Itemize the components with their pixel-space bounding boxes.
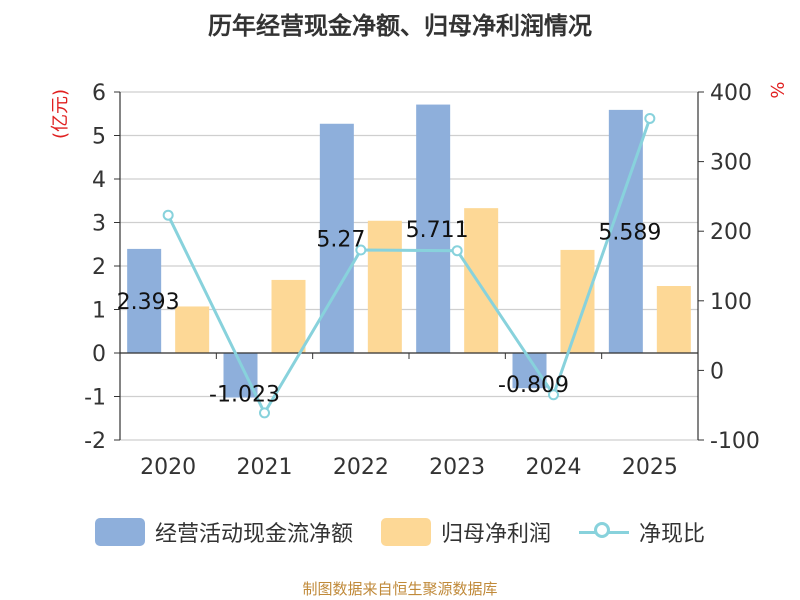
ratio-line-path xyxy=(166,117,652,417)
left-tick-label: -2 xyxy=(84,429,106,454)
legend-swatch-ratio xyxy=(579,518,629,546)
bar-value-label: 5.27 xyxy=(316,227,365,252)
source-note: 制图数据来自恒生聚源数据库 xyxy=(302,580,498,598)
left-tick-label: 4 xyxy=(92,168,106,193)
legend-swatch-cashflow xyxy=(94,518,145,546)
right-tick-label: 0 xyxy=(710,359,724,384)
ratio-point[interactable] xyxy=(259,407,270,419)
right-tick-label: 100 xyxy=(710,290,752,315)
legend-label-cashflow: 经营活动现金流净额 xyxy=(154,522,353,547)
ratio-point[interactable] xyxy=(548,389,559,401)
bar-value-label: -1.023 xyxy=(209,383,280,408)
bar-value-label: -0.809 xyxy=(498,373,569,398)
legend-swatch-netprofit xyxy=(380,518,431,546)
legend-label-netprofit: 归母净利润 xyxy=(440,522,551,547)
right-tick-label: 200 xyxy=(710,220,752,245)
bar-value-label: 5.711 xyxy=(406,218,469,243)
legend: 经营活动现金流净额 归母净利润 净现比 xyxy=(0,516,800,548)
legend-item-netprofit[interactable]: 归母净利润 xyxy=(380,516,551,548)
ratio-point[interactable] xyxy=(451,245,463,257)
right-axis-label: % xyxy=(766,81,787,98)
right-tick-label: 300 xyxy=(710,151,752,176)
x-tick-label: 2024 xyxy=(526,455,582,480)
left-axis-label: (亿元) xyxy=(50,89,71,139)
ratio-line xyxy=(162,112,656,419)
ratio-point[interactable] xyxy=(644,112,656,124)
bar-netprofit[interactable] xyxy=(560,249,595,353)
legend-label-ratio: 净现比 xyxy=(639,522,706,547)
x-tick-label: 2020 xyxy=(140,455,196,480)
legend-item-cashflow[interactable]: 经营活动现金流净额 xyxy=(94,516,353,548)
ratio-point[interactable] xyxy=(162,209,174,221)
left-tick-label: 1 xyxy=(92,299,106,324)
legend-item-ratio[interactable]: 净现比 xyxy=(579,516,705,548)
bar-cashflow[interactable] xyxy=(416,104,451,353)
left-tick-label: 5 xyxy=(92,125,106,150)
x-tick-label: 2023 xyxy=(429,455,485,480)
axes: -2 -1 0 1 2 3 4 5 6 -100 0 100 200 300 400 (亿元) % 2020 202… xyxy=(50,81,787,480)
x-tick-label: 2021 xyxy=(237,455,293,480)
x-tick-label: 2025 xyxy=(622,455,678,480)
left-tick-label: 2 xyxy=(92,255,106,280)
bar-netprofit[interactable] xyxy=(175,306,210,353)
bar-cashflow[interactable] xyxy=(319,123,354,353)
bar-netprofit[interactable] xyxy=(656,286,691,353)
left-tick-label: 6 xyxy=(92,81,106,106)
left-tick-label: -1 xyxy=(84,386,106,411)
ratio-point[interactable] xyxy=(355,244,367,256)
bar-netprofit[interactable] xyxy=(464,208,499,353)
bar-netprofit[interactable] xyxy=(367,220,402,353)
bar-netprofit[interactable] xyxy=(271,279,306,353)
left-tick-label: 0 xyxy=(92,342,106,367)
right-tick-label: -100 xyxy=(710,429,760,454)
right-tick-label: 400 xyxy=(710,81,752,106)
chart-title: 历年经营现金净额、归母净利润情况 xyxy=(208,12,592,40)
bar-value-label: 5.589 xyxy=(598,220,661,245)
bar-value-label: 2.393 xyxy=(117,290,180,315)
bar-cashflow[interactable] xyxy=(127,248,162,353)
x-tick-label: 2022 xyxy=(333,455,389,480)
data-labels: 2.393 -1.023 5.27 5.711 -0.809 5.589 xyxy=(117,218,662,408)
bars xyxy=(127,104,691,398)
left-tick-label: 3 xyxy=(92,212,106,237)
